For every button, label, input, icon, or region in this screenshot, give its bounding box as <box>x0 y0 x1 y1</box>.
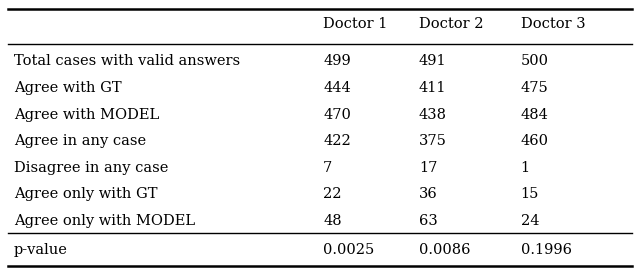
Text: Disagree in any case: Disagree in any case <box>14 161 168 175</box>
Text: p-value: p-value <box>14 243 68 257</box>
Text: 491: 491 <box>419 54 446 68</box>
Text: Agree with GT: Agree with GT <box>14 81 122 95</box>
Text: 411: 411 <box>419 81 446 95</box>
Text: 24: 24 <box>521 214 540 228</box>
Text: 438: 438 <box>419 108 447 122</box>
Text: 22: 22 <box>323 187 342 201</box>
Text: 422: 422 <box>323 134 351 148</box>
Text: 36: 36 <box>419 187 438 201</box>
Text: Agree with MODEL: Agree with MODEL <box>14 108 159 122</box>
Text: 17: 17 <box>419 161 437 175</box>
Text: 499: 499 <box>323 54 351 68</box>
Text: 0.1996: 0.1996 <box>521 243 572 257</box>
Text: 0.0086: 0.0086 <box>419 243 470 257</box>
Text: 484: 484 <box>521 108 548 122</box>
Text: Doctor 1: Doctor 1 <box>323 17 388 31</box>
Text: Agree only with GT: Agree only with GT <box>14 187 157 201</box>
Text: Doctor 3: Doctor 3 <box>521 17 586 31</box>
Text: 7: 7 <box>323 161 332 175</box>
Text: Total cases with valid answers: Total cases with valid answers <box>14 54 240 68</box>
Text: 475: 475 <box>521 81 548 95</box>
Text: 460: 460 <box>521 134 548 148</box>
Text: 48: 48 <box>323 214 342 228</box>
Text: 470: 470 <box>323 108 351 122</box>
Text: 444: 444 <box>323 81 351 95</box>
Text: Agree in any case: Agree in any case <box>14 134 147 148</box>
Text: 375: 375 <box>419 134 447 148</box>
Text: 1: 1 <box>521 161 530 175</box>
Text: 63: 63 <box>419 214 438 228</box>
Text: Agree only with MODEL: Agree only with MODEL <box>14 214 195 228</box>
Text: 0.0025: 0.0025 <box>323 243 374 257</box>
Text: 500: 500 <box>521 54 548 68</box>
Text: 15: 15 <box>521 187 539 201</box>
Text: Doctor 2: Doctor 2 <box>419 17 483 31</box>
